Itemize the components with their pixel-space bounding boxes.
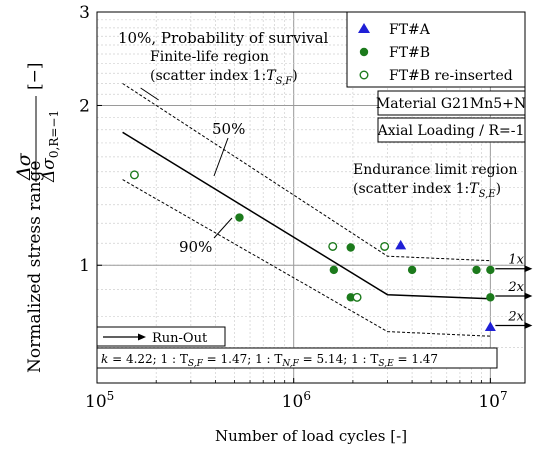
y-axis-denominator: Δσ0,R=−1 [39,110,61,183]
finite-scatter-label: (scatter index 1:TS,F) [150,68,298,87]
ft-b-point [486,293,495,302]
legend-entry-label: FT#B re-inserted [389,68,513,84]
axis-ticks: 105 106 107 1 2 3 [79,3,507,412]
run-out-legend-label: Run-Out [152,331,208,346]
loading-label: Axial Loading / R=-1 [377,123,525,139]
arrow-head [524,265,533,273]
ft-b-point [486,265,495,275]
run-out-legend-box [96,326,226,347]
parameters-box [96,347,498,369]
legend: FT#A FT#B FT#B re-inserted [346,11,526,88]
ft-b-reinserted-point [352,292,362,302]
ft-b-reinserted-point [328,241,338,251]
legend-circle-marker [359,47,369,57]
pct90-leader [213,217,233,239]
legend-entry-label: FT#B [389,45,430,61]
fit-curves [122,83,491,337]
ft-b-point [407,265,417,275]
pct50-leader [213,137,229,177]
endurance-scatter-label: (scatter index 1:TS,E) [353,181,501,200]
x-axis-label: Number of load cycles [-] [215,427,407,445]
run-out-count: 2x [507,309,524,324]
legend-box [346,11,526,88]
y-axis-fraction: Δσ Δσ0,R=−1 [13,96,61,183]
ft-b-reinserted-point [129,170,139,180]
run-out-arrow [495,321,533,329]
run-out-arrow [495,292,533,300]
upper-scatter-line [122,83,491,262]
data-points [129,170,496,331]
parameters-label: k = 4.22; 1 : TS,F = 1.47; 1 : TN,F = 5.… [101,352,438,369]
arrow-head [524,292,533,300]
ft-b-point [235,213,244,222]
material-box [377,90,526,116]
mean-sn-curve [122,131,491,300]
y-tick-label: 3 [79,3,90,23]
run-out-legend-arrow [103,333,146,341]
y-tick-label: 1 [79,256,90,276]
run-out-arrow [495,265,533,273]
y-axis-numerator: Δσ [13,152,35,181]
pct90-label: 90% [179,238,212,256]
arrow-head [524,321,533,329]
x-tick-label: 106 [282,389,311,412]
y-axis-label-text: Normalized stress range [25,161,45,373]
pct50-label: 50% [212,120,245,138]
legend-entry-label: FT#A [389,22,431,38]
finite-region-label: Finite-life region [150,49,269,65]
ft-a-point [484,321,496,331]
probability-label: 10%, Probability of survival [118,29,329,47]
plot-frame [96,11,526,384]
x-tick-label: 107 [478,389,507,412]
y-tick-label: 2 [79,96,90,116]
endurance-region-label: Endurance limit region [353,162,518,178]
ft-b-reinserted-point [380,241,390,251]
ft-b-point [346,243,355,252]
legend-triangle-marker [358,23,370,33]
ft-b-point [346,293,355,302]
run-out-arrows: 1x 2x 2x [495,253,533,329]
loading-box [377,117,526,143]
ft-b-point [329,265,339,275]
ft-a-point [395,239,407,250]
run-out-count: 1x [508,253,524,268]
run-out-count: 2x [507,280,524,295]
ft-b-point [472,265,481,275]
x-tick-label: 105 [85,389,114,412]
material-label: Material G21Mn5+N [376,96,526,112]
annotations: 10%, Probability of survival Finite-life … [96,29,526,369]
lower-scatter-line [122,179,491,337]
y-axis-unit: [−] [25,62,45,90]
probability-leader [140,87,159,101]
arrow-head [138,333,146,341]
legend-open-circle-marker [359,70,369,80]
axis-labels: Number of load cycles [-] Normalized stre… [13,62,407,445]
